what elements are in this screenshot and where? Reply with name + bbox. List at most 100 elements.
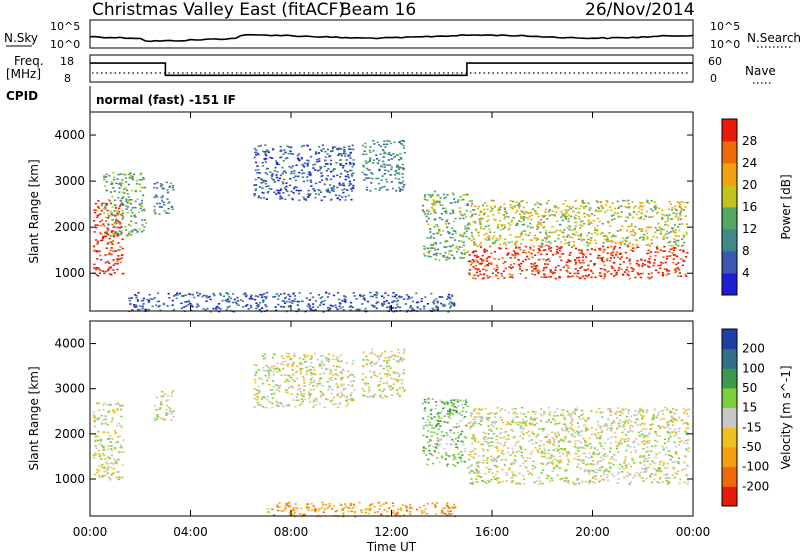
data-cell xyxy=(613,454,616,456)
data-cell xyxy=(302,164,305,167)
data-region xyxy=(153,390,175,422)
data-cell xyxy=(262,150,265,153)
data-cell xyxy=(528,440,531,442)
data-cell xyxy=(100,423,103,425)
data-cell xyxy=(140,199,144,202)
data-cell xyxy=(481,260,484,262)
data-cell xyxy=(320,301,323,304)
data-cell xyxy=(495,270,498,272)
data-cell xyxy=(535,441,538,444)
data-cell xyxy=(667,481,670,484)
data-cell xyxy=(396,165,399,167)
data-cell xyxy=(344,178,347,181)
data-cell xyxy=(474,222,477,224)
data-cell xyxy=(539,231,542,234)
data-cell xyxy=(599,247,602,250)
data-cell xyxy=(352,172,355,174)
data-cell xyxy=(580,205,583,207)
data-cell xyxy=(503,208,506,210)
data-cell xyxy=(121,214,124,217)
data-cell xyxy=(440,434,443,437)
data-cell xyxy=(666,426,669,428)
data-cell xyxy=(173,295,176,297)
data-cell xyxy=(487,425,490,427)
data-cell xyxy=(373,374,376,376)
data-cell xyxy=(378,169,381,172)
data-cell xyxy=(440,438,443,440)
data-cell xyxy=(241,300,244,302)
data-cell xyxy=(236,299,240,302)
data-cell xyxy=(475,271,479,274)
data-cell xyxy=(349,161,352,164)
data-cell xyxy=(299,370,302,373)
data-cell xyxy=(278,368,281,370)
data-cell xyxy=(443,448,446,450)
data-cell xyxy=(185,305,188,307)
data-cell xyxy=(576,234,580,237)
data-cell xyxy=(292,192,295,194)
data-cell xyxy=(581,480,584,483)
data-cell xyxy=(99,220,102,223)
data-cell xyxy=(307,303,310,305)
data-cell xyxy=(379,153,382,155)
data-cell xyxy=(475,468,478,471)
data-cell xyxy=(686,432,689,434)
data-cell xyxy=(427,401,430,404)
data-cell xyxy=(629,231,632,233)
data-cell xyxy=(647,202,651,204)
data-cell xyxy=(578,207,581,210)
data-cell xyxy=(140,186,143,189)
data-cell xyxy=(301,172,304,175)
data-cell xyxy=(521,437,525,440)
data-cell xyxy=(478,475,481,477)
data-cell xyxy=(106,462,109,465)
data-cell xyxy=(332,185,336,188)
data-cell xyxy=(685,448,688,451)
data-cell xyxy=(467,222,470,225)
data-cell xyxy=(628,242,632,244)
data-cell xyxy=(120,232,123,235)
data-cell xyxy=(253,394,256,396)
data-cell xyxy=(445,210,448,212)
data-cell xyxy=(662,238,665,241)
data-cell xyxy=(291,302,294,304)
data-cell xyxy=(511,274,514,276)
data-cell xyxy=(400,360,403,362)
data-cell xyxy=(652,414,655,416)
data-cell xyxy=(475,469,478,472)
data-cell xyxy=(395,294,398,296)
data-cell xyxy=(189,293,192,296)
data-cell xyxy=(677,262,680,264)
data-cell xyxy=(300,156,303,159)
data-cell xyxy=(524,448,527,451)
data-cell xyxy=(589,207,592,209)
data-cell xyxy=(673,435,676,437)
data-cell xyxy=(554,269,557,271)
data-cell xyxy=(265,309,268,312)
data-cell xyxy=(390,168,393,171)
data-cell xyxy=(387,153,390,156)
data-cell xyxy=(532,245,535,248)
data-cell xyxy=(517,236,520,238)
data-cell xyxy=(514,407,517,410)
data-cell xyxy=(626,206,629,209)
data-cell xyxy=(372,396,375,398)
data-cell xyxy=(331,150,334,152)
data-cell xyxy=(110,445,113,447)
data-cell xyxy=(436,419,439,422)
data-cell xyxy=(327,353,331,356)
data-cell xyxy=(180,307,183,310)
data-cell xyxy=(316,161,319,163)
data-cell xyxy=(340,377,343,379)
data-cell xyxy=(472,418,475,421)
data-cell xyxy=(94,224,97,226)
data-cell xyxy=(101,239,104,241)
data-cell xyxy=(330,392,333,395)
data-cell xyxy=(517,204,520,206)
data-cell xyxy=(612,267,615,269)
data-cell xyxy=(275,384,278,386)
data-cell xyxy=(342,184,345,187)
data-cell xyxy=(332,403,335,406)
data-cell xyxy=(586,249,589,251)
data-cell xyxy=(257,304,260,306)
